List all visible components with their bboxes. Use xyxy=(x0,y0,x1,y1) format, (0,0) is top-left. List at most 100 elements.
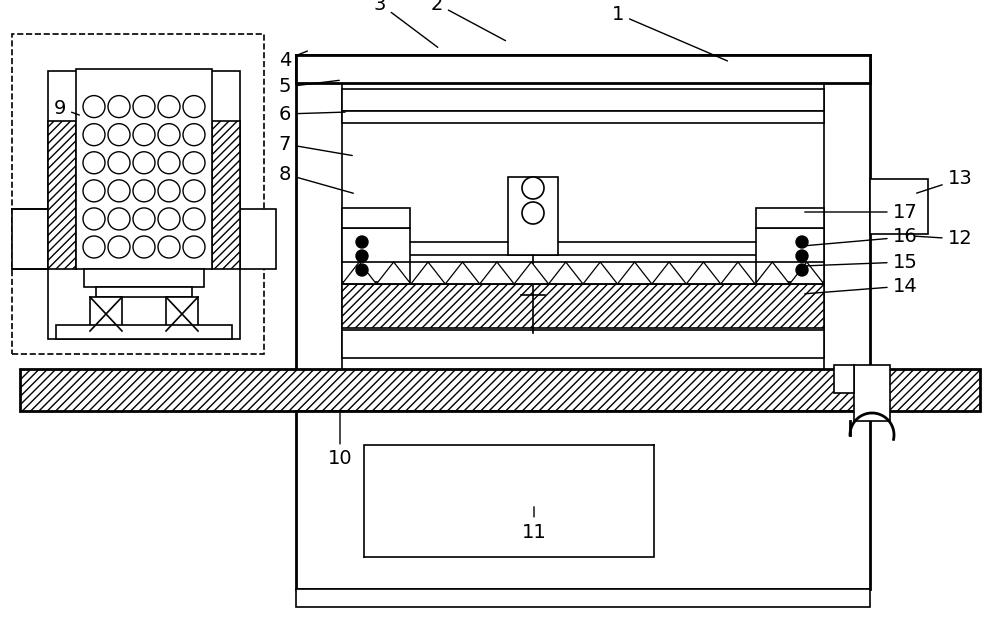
Circle shape xyxy=(133,208,155,230)
Circle shape xyxy=(108,208,130,230)
Circle shape xyxy=(158,152,180,173)
Polygon shape xyxy=(617,262,652,284)
Text: 11: 11 xyxy=(522,507,546,542)
Polygon shape xyxy=(583,262,617,284)
Bar xyxy=(240,209,276,269)
Bar xyxy=(56,325,232,339)
Bar xyxy=(296,55,870,83)
Bar xyxy=(166,297,198,331)
Text: 8: 8 xyxy=(279,165,353,193)
Polygon shape xyxy=(376,262,411,284)
Text: 1: 1 xyxy=(612,4,727,61)
Circle shape xyxy=(796,250,808,262)
Circle shape xyxy=(356,236,368,248)
Circle shape xyxy=(133,180,155,202)
Bar xyxy=(296,589,870,607)
Circle shape xyxy=(83,180,105,202)
Polygon shape xyxy=(721,262,755,284)
Circle shape xyxy=(356,250,368,262)
Bar xyxy=(12,34,264,354)
Circle shape xyxy=(83,95,105,117)
Circle shape xyxy=(83,236,105,258)
Text: 13: 13 xyxy=(917,170,972,193)
Circle shape xyxy=(158,95,180,117)
Bar xyxy=(96,287,192,297)
Polygon shape xyxy=(686,262,721,284)
Text: 10: 10 xyxy=(328,413,352,469)
Circle shape xyxy=(158,124,180,145)
Polygon shape xyxy=(652,262,686,284)
Text: 9: 9 xyxy=(54,99,79,117)
Bar xyxy=(342,208,410,228)
Polygon shape xyxy=(514,262,549,284)
Text: 15: 15 xyxy=(805,253,917,271)
Text: 16: 16 xyxy=(805,228,917,246)
Bar xyxy=(84,269,204,287)
Circle shape xyxy=(183,180,205,202)
Bar xyxy=(508,177,558,255)
Circle shape xyxy=(183,208,205,230)
Bar xyxy=(756,228,824,282)
Circle shape xyxy=(133,152,155,173)
Text: 3: 3 xyxy=(374,0,438,47)
Bar xyxy=(20,369,980,411)
Bar xyxy=(12,209,48,269)
Circle shape xyxy=(356,264,368,276)
Circle shape xyxy=(522,202,544,224)
Circle shape xyxy=(108,95,130,117)
Bar xyxy=(342,89,824,111)
Polygon shape xyxy=(790,262,824,284)
Bar xyxy=(48,121,76,269)
Circle shape xyxy=(796,264,808,276)
Bar xyxy=(756,208,824,228)
Bar xyxy=(90,297,122,331)
Circle shape xyxy=(183,95,205,117)
Bar xyxy=(342,111,824,123)
Polygon shape xyxy=(445,262,480,284)
Text: 12: 12 xyxy=(915,230,972,248)
Bar xyxy=(48,71,240,339)
Circle shape xyxy=(133,236,155,258)
Bar xyxy=(296,411,870,589)
Bar xyxy=(76,69,212,269)
Bar xyxy=(296,55,870,83)
Bar xyxy=(296,55,870,370)
Text: 17: 17 xyxy=(805,203,917,222)
Text: 7: 7 xyxy=(279,135,352,155)
Circle shape xyxy=(183,152,205,173)
Circle shape xyxy=(83,124,105,145)
Circle shape xyxy=(108,236,130,258)
Polygon shape xyxy=(480,262,514,284)
Polygon shape xyxy=(549,262,583,284)
Text: 6: 6 xyxy=(279,104,345,124)
Circle shape xyxy=(133,95,155,117)
Polygon shape xyxy=(411,262,445,284)
Circle shape xyxy=(83,208,105,230)
Circle shape xyxy=(183,124,205,145)
Bar xyxy=(854,365,890,421)
Circle shape xyxy=(158,236,180,258)
Bar xyxy=(364,445,654,557)
Polygon shape xyxy=(755,262,790,284)
Bar xyxy=(342,228,410,282)
Circle shape xyxy=(183,236,205,258)
Circle shape xyxy=(522,177,544,199)
Text: 4: 4 xyxy=(279,51,307,69)
Circle shape xyxy=(133,124,155,145)
Circle shape xyxy=(158,180,180,202)
Circle shape xyxy=(108,152,130,173)
Circle shape xyxy=(83,152,105,173)
Bar xyxy=(834,365,854,393)
Bar xyxy=(342,330,824,358)
Text: 14: 14 xyxy=(805,276,917,296)
Text: 2: 2 xyxy=(431,0,506,41)
Text: 5: 5 xyxy=(279,77,339,97)
Bar xyxy=(870,179,928,234)
Circle shape xyxy=(108,124,130,145)
Circle shape xyxy=(158,208,180,230)
Bar xyxy=(342,284,824,328)
Circle shape xyxy=(796,236,808,248)
Bar xyxy=(212,121,240,269)
Polygon shape xyxy=(342,262,376,284)
Circle shape xyxy=(108,180,130,202)
